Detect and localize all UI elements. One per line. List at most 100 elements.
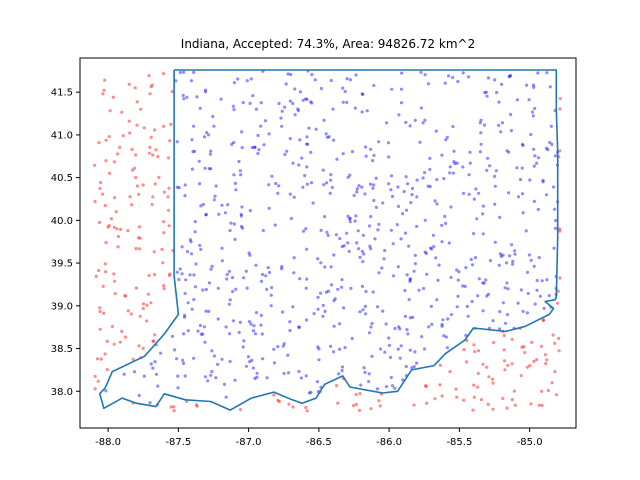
y-tick-label: 38.5 [51,344,73,355]
accepted-point [532,85,536,89]
rejected-point [556,289,560,293]
rejected-point [553,370,557,374]
accepted-point [240,226,245,230]
accepted-point [192,298,196,302]
y-tick-label: 39.5 [51,259,73,270]
x-tick-label: -85.0 [517,437,543,448]
accepted-point [387,182,391,186]
accepted-point [470,299,474,304]
accepted-point [341,152,345,156]
accepted-point [289,216,293,221]
y-tick-label: 40.0 [51,216,73,227]
accepted-point [468,161,472,165]
accepted-point [383,248,387,253]
accepted-point [286,371,291,375]
accepted-point [198,106,202,110]
accepted-point [267,183,271,187]
accepted-point [277,101,281,106]
accepted-point [505,149,509,153]
rejected-point [167,273,171,277]
accepted-point [495,90,499,95]
rejected-point [134,286,138,290]
accepted-point [266,266,270,270]
accepted-point [256,151,260,156]
rejected-point [141,183,145,187]
accepted-point [299,376,303,380]
accepted-point [342,306,346,310]
accepted-point [408,316,412,320]
accepted-point [515,166,519,170]
rejected-point [378,404,382,408]
accepted-point [377,140,381,144]
rejected-point [110,324,114,329]
rejected-point [168,272,172,276]
accepted-point [192,70,196,74]
accepted-point [525,311,530,315]
rejected-point [101,92,105,96]
accepted-point [296,109,300,113]
accepted-point [307,391,312,395]
accepted-point [553,226,558,230]
rejected-point [473,350,477,354]
accepted-point [310,73,314,77]
rejected-point [553,341,557,345]
accepted-point [319,86,323,91]
accepted-point [313,78,317,82]
accepted-point [413,350,417,354]
accepted-point [430,247,434,251]
accepted-point [428,246,433,250]
rejected-point [510,398,514,402]
accepted-point [461,191,466,195]
rejected-point [454,387,458,391]
accepted-point [364,312,368,316]
accepted-point [183,291,187,296]
accepted-point [193,285,197,289]
accepted-point [363,370,367,374]
accepted-point [324,132,328,136]
accepted-point [259,279,264,283]
accepted-point [359,383,363,387]
accepted-point [334,233,338,237]
accepted-point [485,94,489,98]
accepted-point [209,373,213,377]
accepted-point [230,142,234,146]
rejected-point [114,210,118,214]
accepted-point [423,250,427,254]
rejected-point [520,345,524,349]
accepted-point [229,221,233,225]
accepted-point [445,346,449,350]
accepted-point [340,369,344,373]
accepted-point [364,154,368,158]
accepted-point [234,188,238,192]
accepted-point [389,375,393,380]
accepted-point [190,138,194,142]
accepted-point [386,141,391,145]
accepted-point [170,334,175,338]
accepted-point [350,336,354,341]
rejected-point [166,156,171,160]
accepted-point [519,288,524,292]
rejected-point [412,403,416,407]
accepted-point [397,325,401,329]
rejected-point [558,276,562,280]
accepted-point [377,271,381,275]
accepted-point [390,194,395,199]
accepted-point [274,181,278,186]
accepted-point [443,81,447,85]
rejected-point [154,148,158,152]
accepted-point [421,176,425,180]
accepted-point [509,112,513,117]
accepted-point [244,364,248,368]
accepted-point [188,273,192,277]
accepted-point [375,305,380,309]
rejected-point [151,195,155,199]
accepted-point [257,148,261,152]
accepted-point [260,332,264,336]
accepted-point [540,279,544,283]
rejected-point [141,302,145,306]
accepted-point [255,375,259,379]
accepted-point [541,178,545,182]
accepted-point [251,329,256,333]
rejected-point [102,88,106,92]
rejected-point [116,152,120,156]
